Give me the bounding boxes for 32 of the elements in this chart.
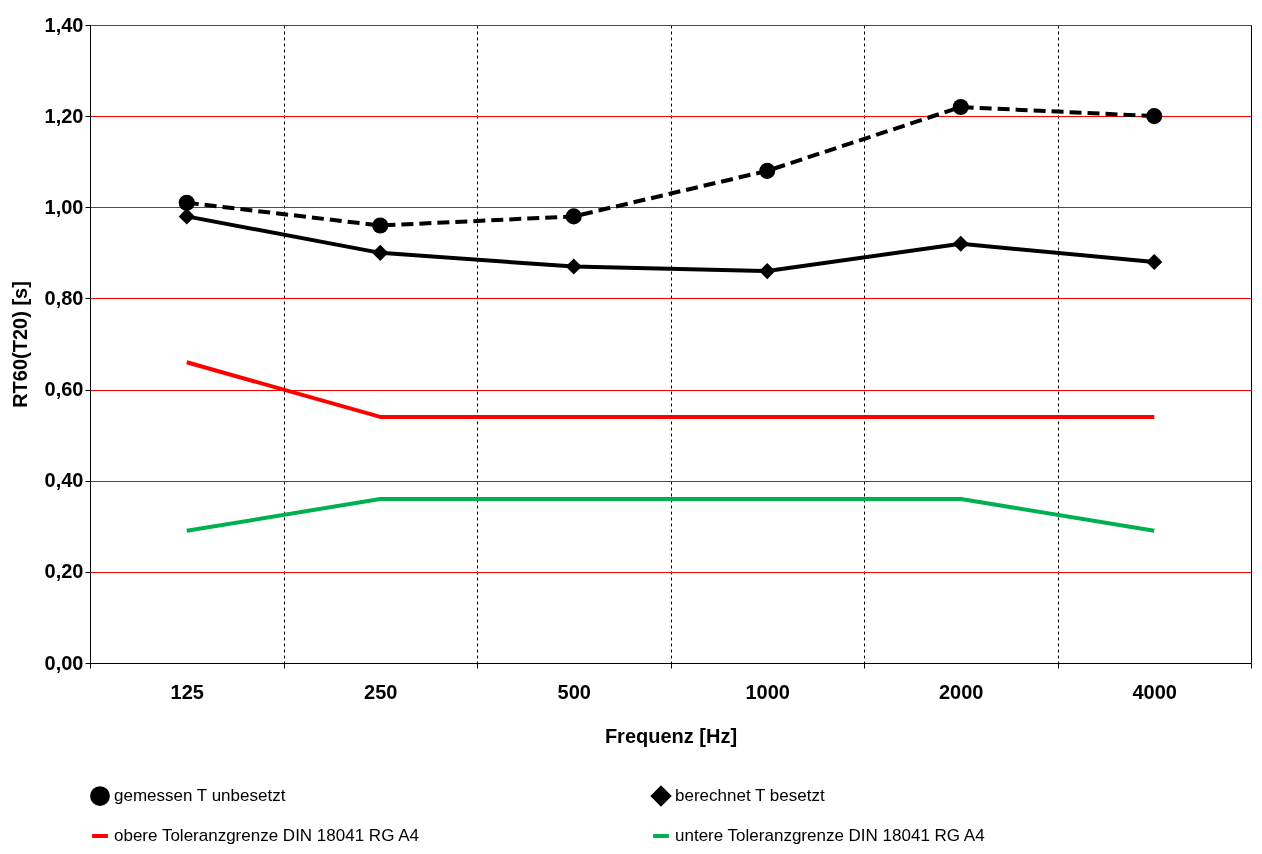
point <box>952 98 969 116</box>
y-tick-label: 0,20 <box>44 560 84 583</box>
x-tick-label: 500 <box>557 680 591 703</box>
point <box>372 244 389 261</box>
y-tick-label: 1,40 <box>44 13 84 36</box>
point <box>372 217 389 234</box>
y-tick-label: 1,20 <box>44 104 84 127</box>
point <box>178 194 195 211</box>
point <box>565 208 582 225</box>
point <box>178 208 195 225</box>
y-tick-label: 0,80 <box>44 286 84 309</box>
x-tick-label: 1000 <box>745 680 790 703</box>
y-tick-label: 0,60 <box>44 378 84 401</box>
point <box>759 162 776 179</box>
legend-label: obere Toleranzgrenze DIN 18041 RG A4 <box>114 826 419 845</box>
point <box>759 263 776 280</box>
y-tick-label: 0,40 <box>44 469 84 492</box>
y-axis-title: RT60(T20) [s] <box>8 281 31 408</box>
point <box>565 258 582 275</box>
legend-label: untere Toleranzgrenze DIN 18041 RG A4 <box>675 826 985 845</box>
x-tick-label: 4000 <box>1132 680 1177 703</box>
point <box>1146 108 1163 125</box>
legend-label: berechnet T besetzt <box>675 786 825 806</box>
point <box>1146 253 1163 271</box>
y-tick-label: 0,00 <box>44 651 84 674</box>
x-tick-label: 2000 <box>939 680 984 703</box>
x-axis-title: Frequenz [Hz] <box>604 724 738 747</box>
point <box>952 235 969 252</box>
y-tick-label: 1,00 <box>44 195 84 218</box>
x-tick-label: 250 <box>364 680 398 703</box>
x-tick-label: 125 <box>170 680 204 703</box>
legend-label: gemessen T unbesetzt <box>114 786 286 806</box>
